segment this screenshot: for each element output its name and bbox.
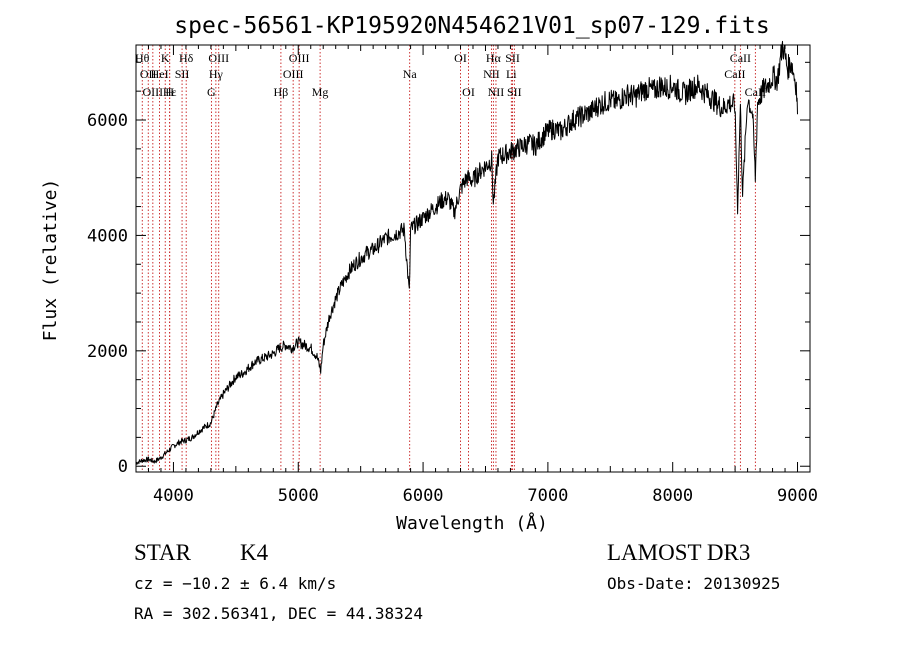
- line-label-7: SII: [175, 67, 190, 81]
- chart-title: spec-56561-KP195920N454621V01_sp07-129.f…: [174, 13, 769, 39]
- line-label-18: OI: [462, 85, 475, 99]
- object-class: STAR: [134, 540, 191, 565]
- x-tick-label: 6000: [403, 486, 444, 506]
- line-label-3: HeI: [151, 67, 169, 81]
- line-label-9: G: [207, 85, 216, 99]
- line-label-15: Mg: [312, 85, 329, 99]
- line-label-0: Hθ: [135, 51, 150, 65]
- x-tick-label: 5000: [278, 486, 319, 506]
- line-label-6: H: [165, 85, 174, 99]
- line-label-5: Hε: [163, 85, 177, 99]
- line-label-11: OIII: [208, 51, 229, 65]
- line-label-23: SII: [505, 51, 520, 65]
- x-axis-label: Wavelength (Å): [396, 512, 548, 534]
- line-label-12: Hβ: [274, 85, 289, 99]
- line-label-13: OIII: [283, 67, 304, 81]
- y-tick-label: 6000: [87, 111, 128, 131]
- spectral-line-labels: HθOIIOIIIHeIKHεHSIIHδGHγOIIIHβOIIIOIIIMg…: [135, 51, 766, 99]
- line-label-1: OII: [140, 67, 157, 81]
- spectrum-series: [135, 40, 798, 465]
- x-tick-label: 4000: [153, 486, 194, 506]
- line-label-25: CaII: [724, 67, 745, 81]
- spectral-line-markers: [141, 45, 756, 472]
- coordinates-readout: RA = 302.56341, DEC = 44.38324: [134, 604, 423, 623]
- line-label-19: NII: [483, 67, 500, 81]
- line-label-10: Hγ: [209, 67, 224, 81]
- x-tick-label: 8000: [652, 486, 693, 506]
- survey-name: LAMOST DR3: [607, 540, 751, 565]
- line-label-8: Hδ: [179, 51, 194, 65]
- y-tick-label: 4000: [87, 226, 128, 246]
- redshift-readout: cz = −10.2 ± 6.4 km/s: [134, 574, 337, 593]
- y-axis-label: Flux (relative): [40, 179, 61, 342]
- flux-line: [135, 40, 798, 465]
- observation-date: Obs-Date: 20130925: [607, 574, 781, 593]
- plot-frame: [135, 44, 811, 473]
- line-label-20: Hα: [486, 51, 502, 65]
- line-label-2: OIII: [143, 85, 164, 99]
- y-tick-label: 2000: [87, 342, 128, 362]
- line-label-22: Li: [506, 67, 517, 81]
- y-tick-label: 0: [118, 457, 128, 477]
- line-label-14: OIII: [289, 51, 310, 65]
- line-label-4: K: [161, 51, 170, 65]
- line-label-24: SII: [507, 85, 522, 99]
- line-label-26: CaII: [730, 51, 751, 65]
- x-axis: 4000 5000 6000 7000 8000 9000: [135, 45, 818, 506]
- object-subclass: K4: [240, 540, 269, 565]
- x-tick-label: 7000: [527, 486, 568, 506]
- x-tick-label: 9000: [777, 486, 818, 506]
- line-label-21: NII: [488, 85, 505, 99]
- line-label-17: OI: [454, 51, 467, 65]
- line-label-16: Na: [403, 67, 418, 81]
- y-axis: 0 2000 4000 6000: [87, 61, 810, 477]
